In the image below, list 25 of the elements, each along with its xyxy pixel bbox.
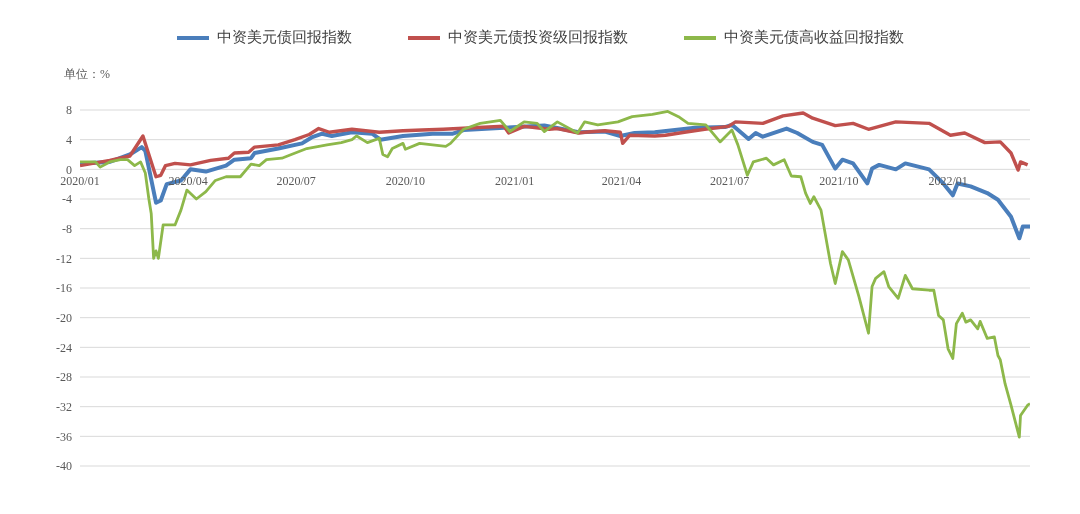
y-tick-label: -24 [56,340,72,355]
y-tick-label: 8 [66,103,72,118]
y-tick-label: -12 [56,251,72,266]
y-tick-label: -8 [62,221,72,236]
legend-label: 中资美元债投资级回报指数 [447,28,628,47]
x-tick-label: 2020/01 [60,174,100,189]
x-tick-label: 2021/07 [709,174,750,189]
legend-label: 中资美元债高收益回报指数 [723,28,904,47]
y-tick-label: -40 [56,459,72,474]
x-tick-label: 2021/01 [494,174,535,189]
x-tick-label: 2020/10 [385,174,426,189]
x-tick-label: 2020/07 [276,174,316,189]
y-tick-label: -28 [56,370,72,385]
y-tick-label: -4 [62,192,72,207]
legend-label: 中资美元债回报指数 [216,28,352,47]
x-tick-label: 2021/04 [601,174,642,189]
y-tick-label: 0 [66,162,72,177]
x-tick-label: 2021/10 [819,174,859,189]
y-axis-title: 单位：% [64,66,110,83]
y-tick-label: -16 [56,281,72,296]
y-tick-label: -36 [56,429,72,444]
line-series [80,111,1030,179]
y-tick-label: -32 [56,399,72,414]
y-tick-label: -20 [56,310,72,325]
y-tick-label: 4 [66,132,72,147]
